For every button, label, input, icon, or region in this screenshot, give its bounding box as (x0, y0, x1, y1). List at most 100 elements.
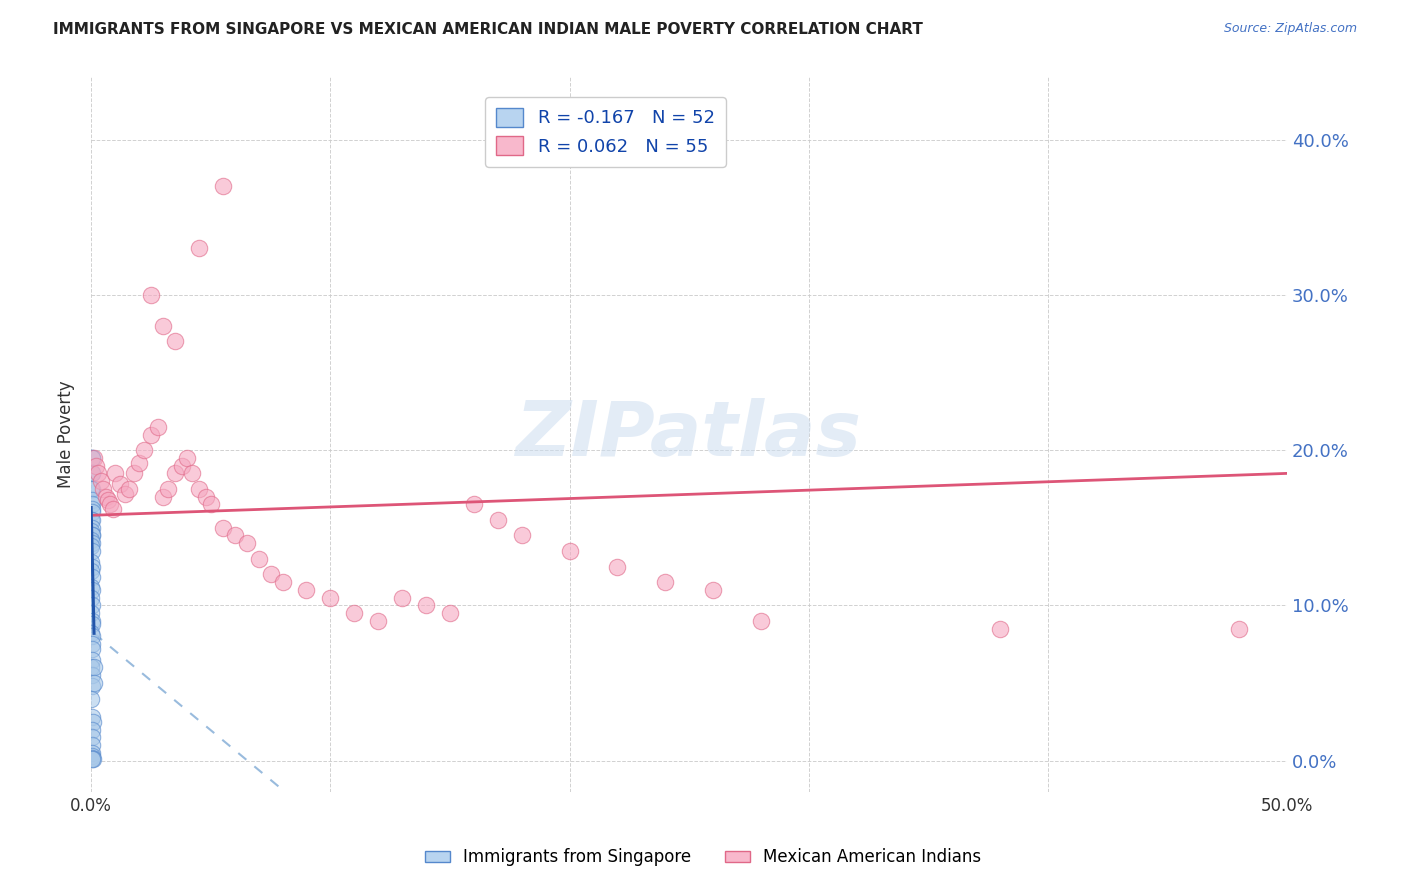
Point (90, 474, 112, 488)
Point (80, 467, 103, 481)
Text: ZIPatlas: ZIPatlas (516, 398, 862, 472)
Point (80, 591, 103, 605)
Point (80, 606, 103, 620)
Point (80, 570, 103, 584)
Point (82, 710, 104, 724)
Point (224, 528, 246, 542)
Point (211, 521, 233, 535)
Point (104, 467, 127, 481)
Point (80, 660, 103, 674)
Point (80, 450, 103, 465)
Point (80, 599, 103, 613)
Point (200, 498, 222, 512)
Point (702, 582, 724, 597)
Point (80, 482, 103, 496)
Legend: Immigrants from Singapore, Mexican American Indians: Immigrants from Singapore, Mexican Ameri… (418, 842, 988, 873)
Point (98, 498, 121, 512)
Point (80, 653, 103, 667)
Point (80, 626, 103, 640)
Point (80, 524, 103, 538)
Point (122, 467, 145, 481)
Point (80, 637, 103, 651)
Point (128, 456, 150, 470)
Text: IMMIGRANTS FROM SINGAPORE VS MEXICAN AMERICAN INDIAN MALE POVERTY CORRELATION CH: IMMIGRANTS FROM SINGAPORE VS MEXICAN AME… (53, 22, 924, 37)
Point (80, 617, 103, 632)
Point (439, 606, 461, 620)
Point (80, 750, 103, 764)
Point (463, 498, 485, 512)
Point (235, 536, 257, 550)
Point (82, 752, 104, 766)
Point (271, 575, 294, 590)
Point (80, 564, 103, 578)
Point (80, 559, 103, 574)
Point (80, 580, 103, 594)
Point (82, 641, 104, 656)
Point (94, 490, 117, 504)
Point (415, 599, 437, 613)
Point (80, 691, 103, 706)
Point (163, 334, 186, 349)
Point (84, 458, 107, 473)
Point (1227, 622, 1250, 636)
Point (558, 544, 581, 558)
Point (163, 467, 186, 481)
Point (486, 513, 509, 527)
Point (80, 536, 103, 550)
Point (187, 482, 209, 496)
Point (82, 467, 104, 481)
Point (139, 288, 162, 302)
Point (82, 746, 104, 760)
Point (211, 179, 233, 194)
Point (83, 660, 105, 674)
Point (367, 614, 389, 628)
Point (82, 528, 104, 542)
Point (319, 591, 342, 605)
Point (80, 513, 103, 527)
Point (80, 513, 103, 527)
Point (180, 467, 202, 481)
Point (156, 482, 179, 496)
Point (118, 482, 141, 496)
Point (152, 490, 174, 504)
Text: Source: ZipAtlas.com: Source: ZipAtlas.com (1223, 22, 1357, 36)
Point (654, 575, 676, 590)
Point (82, 498, 104, 512)
Point (80, 629, 103, 643)
Point (82, 749, 104, 764)
Point (91, 482, 114, 496)
Legend: R = -0.167   N = 52, R = 0.062   N = 55: R = -0.167 N = 52, R = 0.062 N = 55 (485, 97, 725, 167)
Point (80, 521, 103, 535)
Point (87, 467, 110, 481)
Point (80, 540, 103, 554)
Point (80, 502, 103, 516)
Point (176, 450, 198, 465)
Point (82, 752, 104, 766)
Point (80, 533, 103, 548)
Point (80, 679, 103, 693)
Point (80, 492, 103, 507)
Point (295, 582, 318, 597)
Point (247, 551, 270, 566)
Point (80, 450, 103, 465)
Point (187, 241, 209, 255)
Point (83, 676, 105, 690)
Point (146, 419, 169, 434)
Point (82, 731, 104, 745)
Point (80, 482, 103, 496)
Point (259, 567, 281, 582)
Point (101, 502, 124, 516)
Point (194, 490, 217, 504)
Point (114, 486, 136, 500)
Point (80, 505, 103, 519)
Y-axis label: Male Poverty: Male Poverty (58, 381, 75, 489)
Point (80, 528, 103, 542)
Point (108, 477, 131, 491)
Point (391, 591, 413, 605)
Point (80, 555, 103, 569)
Point (80, 544, 103, 558)
Point (82, 714, 104, 729)
Point (152, 318, 174, 333)
Point (80, 668, 103, 682)
Point (80, 738, 103, 752)
